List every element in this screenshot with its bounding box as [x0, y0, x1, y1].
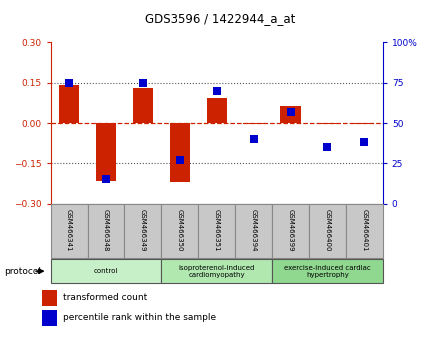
Bar — [51, 204, 88, 258]
Text: control: control — [94, 268, 118, 274]
Text: GSM466348: GSM466348 — [103, 209, 109, 251]
Bar — [235, 204, 272, 258]
Bar — [272, 204, 309, 258]
Bar — [125, 204, 161, 258]
Point — [103, 177, 110, 182]
Bar — [206, 97, 227, 123]
Bar — [354, 123, 374, 124]
Bar — [161, 259, 272, 283]
Text: GSM466394: GSM466394 — [251, 209, 257, 251]
Point — [287, 109, 294, 115]
Text: GSM466400: GSM466400 — [324, 209, 330, 251]
Bar — [42, 310, 57, 326]
Text: exercise-induced cardiac
hypertrophy: exercise-induced cardiac hypertrophy — [284, 265, 371, 278]
Bar — [51, 259, 161, 283]
Text: percentile rank within the sample: percentile rank within the sample — [63, 313, 216, 322]
Text: GSM466350: GSM466350 — [177, 209, 183, 251]
Bar — [317, 123, 337, 124]
Bar — [346, 204, 383, 258]
Point — [213, 88, 220, 94]
Bar — [59, 85, 79, 123]
Bar — [280, 105, 301, 123]
Text: GSM466399: GSM466399 — [287, 209, 293, 251]
Bar — [272, 259, 383, 283]
Text: GDS3596 / 1422944_a_at: GDS3596 / 1422944_a_at — [145, 12, 295, 25]
Point — [324, 144, 331, 150]
Bar — [309, 204, 346, 258]
Text: GSM466349: GSM466349 — [140, 209, 146, 251]
Bar — [198, 204, 235, 258]
Text: GSM466341: GSM466341 — [66, 209, 72, 251]
Bar — [96, 123, 116, 181]
Bar — [161, 204, 198, 258]
Bar — [243, 123, 264, 124]
Bar — [42, 290, 57, 306]
Bar — [133, 88, 153, 123]
Text: protocol: protocol — [4, 267, 41, 276]
Text: GSM466401: GSM466401 — [361, 209, 367, 251]
Text: isoproterenol-induced
cardiomyopathy: isoproterenol-induced cardiomyopathy — [179, 265, 255, 278]
Bar — [170, 123, 190, 182]
Bar — [88, 204, 125, 258]
Point — [66, 80, 73, 86]
Text: transformed count: transformed count — [63, 293, 147, 302]
Text: GSM466351: GSM466351 — [214, 209, 220, 251]
Point — [139, 80, 147, 86]
Point — [361, 139, 368, 145]
Point — [176, 157, 183, 163]
Point — [250, 136, 257, 142]
